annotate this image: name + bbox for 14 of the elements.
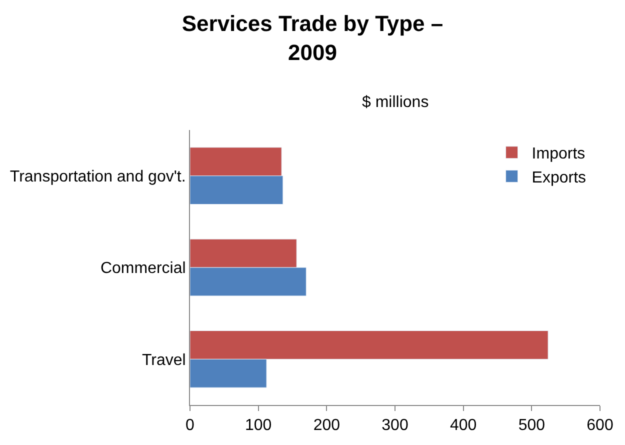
chart-title: Services Trade by Type – 2009	[182, 11, 444, 65]
x-tick-label: 600	[586, 417, 614, 434]
x-tick-label: 0	[186, 417, 195, 434]
y-tick-label: Travel	[142, 352, 186, 369]
x-tick-label: 300	[382, 417, 408, 434]
x-tick-label: 200	[313, 417, 340, 434]
x-tick-label: 400	[450, 417, 477, 434]
legend-label: Imports	[532, 146, 586, 163]
y-tick-label: Transportation and gov't.	[10, 168, 186, 186]
x-tick-label: 100	[244, 417, 272, 434]
y-tick-label: Commercial	[100, 260, 186, 278]
chart-subtitle: $ millions	[362, 94, 429, 111]
x-tick-label: 500	[518, 417, 546, 434]
legend-label: Exports	[532, 169, 586, 186]
